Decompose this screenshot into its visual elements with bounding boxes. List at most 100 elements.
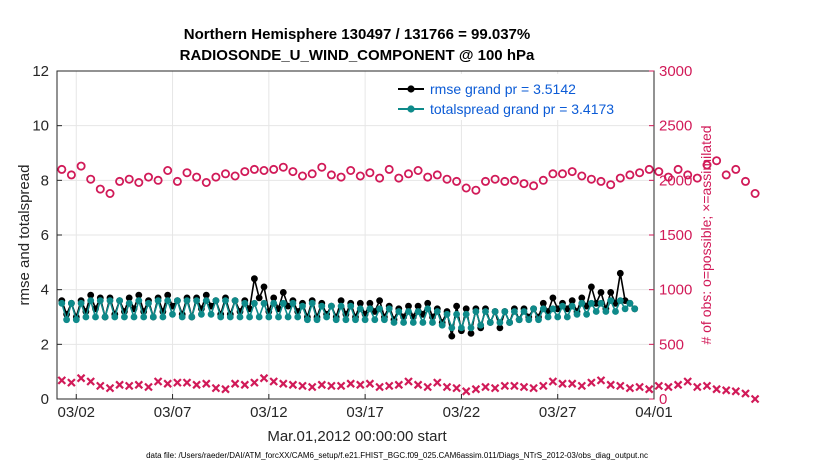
totalspread-point — [588, 299, 595, 307]
obs_assimilated-point-stroke — [336, 381, 346, 391]
obs_assimilated-point — [404, 377, 413, 386]
x-tick-label: 03/12 — [250, 404, 288, 421]
y-axis-left-ticks: 0 2 4 6 8 10 12 — [32, 63, 62, 408]
rmse-point — [496, 324, 504, 332]
obs_assimilated-point — [558, 379, 567, 388]
rmse-point — [87, 291, 95, 299]
rmse-point — [270, 294, 278, 302]
rmse-point — [135, 291, 143, 299]
totalspread-point — [626, 299, 634, 307]
rmse-point — [462, 305, 470, 313]
obs_assimilated-point — [250, 378, 259, 387]
obs_possible-point — [702, 160, 712, 170]
series-layer — [57, 156, 760, 404]
totalspread-point — [429, 319, 436, 326]
totalspread-point — [597, 299, 605, 307]
totalspread-point — [87, 297, 95, 304]
totalspread-point — [174, 297, 181, 304]
obs_possible-point — [66, 170, 76, 180]
totalspread-point — [140, 313, 148, 321]
obs_assimilated-point — [67, 378, 76, 387]
x-tick-label: 04/01 — [635, 404, 673, 421]
obs_possible-point — [519, 179, 529, 189]
rmse-point — [125, 294, 133, 302]
totalspread-point — [332, 316, 340, 324]
obs_assimilated-point-stroke — [173, 378, 182, 387]
obs_possible-point — [365, 168, 375, 178]
totalspread-point — [217, 313, 225, 321]
y-tick-right-label: 3000 — [659, 63, 692, 80]
x-axis-label: Mar.01,2012 00:00:00 start — [267, 428, 447, 445]
totalspread-point — [198, 310, 205, 318]
obs_possible-point — [384, 164, 394, 174]
obs_assimilated-point-stroke — [250, 378, 259, 387]
obs_assimilated-point — [616, 381, 625, 391]
obs_assimilated-point-stroke — [625, 383, 635, 393]
obs_possible-point — [452, 176, 462, 186]
totalspread-point — [304, 316, 311, 324]
rmse-point — [376, 297, 383, 304]
totalspread-point — [563, 313, 571, 321]
totalspread-point — [294, 313, 302, 321]
totalspread-point — [616, 297, 624, 304]
totalspread-point — [462, 310, 470, 318]
legend-box — [393, 74, 648, 120]
obs_assimilated-point-stroke — [481, 382, 490, 392]
obs_possible-point — [442, 174, 452, 184]
totalspread-point — [482, 308, 489, 315]
obs_assimilated-point-stroke — [702, 381, 712, 391]
obs_assimilated-point-stroke — [67, 378, 76, 387]
totalspread-point — [554, 313, 562, 321]
obs_possible-point — [480, 176, 490, 186]
obs_assimilated-point — [384, 381, 394, 391]
totalspread-point — [539, 305, 547, 313]
obs_assimilated-point — [288, 380, 298, 390]
obs_assimilated-point — [452, 383, 461, 393]
totalspread-point — [328, 302, 335, 310]
footnote: data file: /Users/raeder/DAI/ATM_forcXX/… — [146, 451, 648, 460]
totalspread-point — [289, 299, 297, 307]
obs_possible-point — [596, 176, 606, 186]
obs_assimilated-point — [654, 381, 664, 391]
obs_assimilated-point-stroke — [288, 380, 298, 390]
obs_assimilated-point — [153, 377, 163, 386]
totalspread-point — [145, 299, 152, 307]
y-tick-right-label: 2000 — [659, 172, 692, 189]
obs_assimilated-point — [471, 384, 481, 394]
legend-spread-label: totalspread grand pr = 3.4173 — [430, 101, 614, 117]
obs_assimilated-point — [442, 382, 452, 392]
rmse-point — [424, 299, 432, 307]
y-tick-right-label: 0 — [659, 391, 667, 408]
obs_assimilated-point-stroke — [124, 381, 134, 391]
obs_assimilated-point-stroke — [153, 377, 163, 386]
totalspread-point — [337, 302, 345, 310]
obs_assimilated-point-stroke — [365, 379, 375, 388]
obs_possible-point — [192, 172, 202, 182]
obs_possible-point — [577, 171, 587, 181]
y-axis-left-label: rmse and totalspread — [16, 165, 33, 306]
obs_assimilated-point — [596, 376, 606, 385]
obs_assimilated-point-stroke — [279, 379, 288, 388]
x-tick-label: 03/22 — [443, 404, 481, 421]
totalspread-point — [299, 302, 306, 310]
obs_possible-point — [375, 173, 385, 183]
totalspread-point — [275, 313, 282, 321]
rmse-point — [202, 291, 210, 299]
obs_assimilated-point — [115, 380, 124, 390]
obs_possible-point — [115, 176, 125, 186]
obs_assimilated-point — [192, 380, 201, 390]
totalspread-point — [486, 319, 494, 326]
rmse-point — [539, 299, 547, 307]
x-tick-label: 03/07 — [154, 404, 192, 421]
totalspread-point — [222, 297, 229, 304]
obs_assimilated-point — [500, 381, 510, 391]
obs_assimilated-point-stroke — [115, 380, 124, 390]
obs_assimilated-point — [433, 378, 442, 387]
x-tick-label: 03/27 — [539, 404, 577, 421]
obs_assimilated-point-stroke — [96, 381, 105, 391]
rmse-point — [356, 299, 364, 307]
obs_assimilated-point-stroke — [413, 380, 423, 390]
obs_assimilated-point — [279, 379, 288, 388]
obs_assimilated-point-stroke — [202, 379, 211, 388]
obs_assimilated-point — [625, 383, 635, 393]
